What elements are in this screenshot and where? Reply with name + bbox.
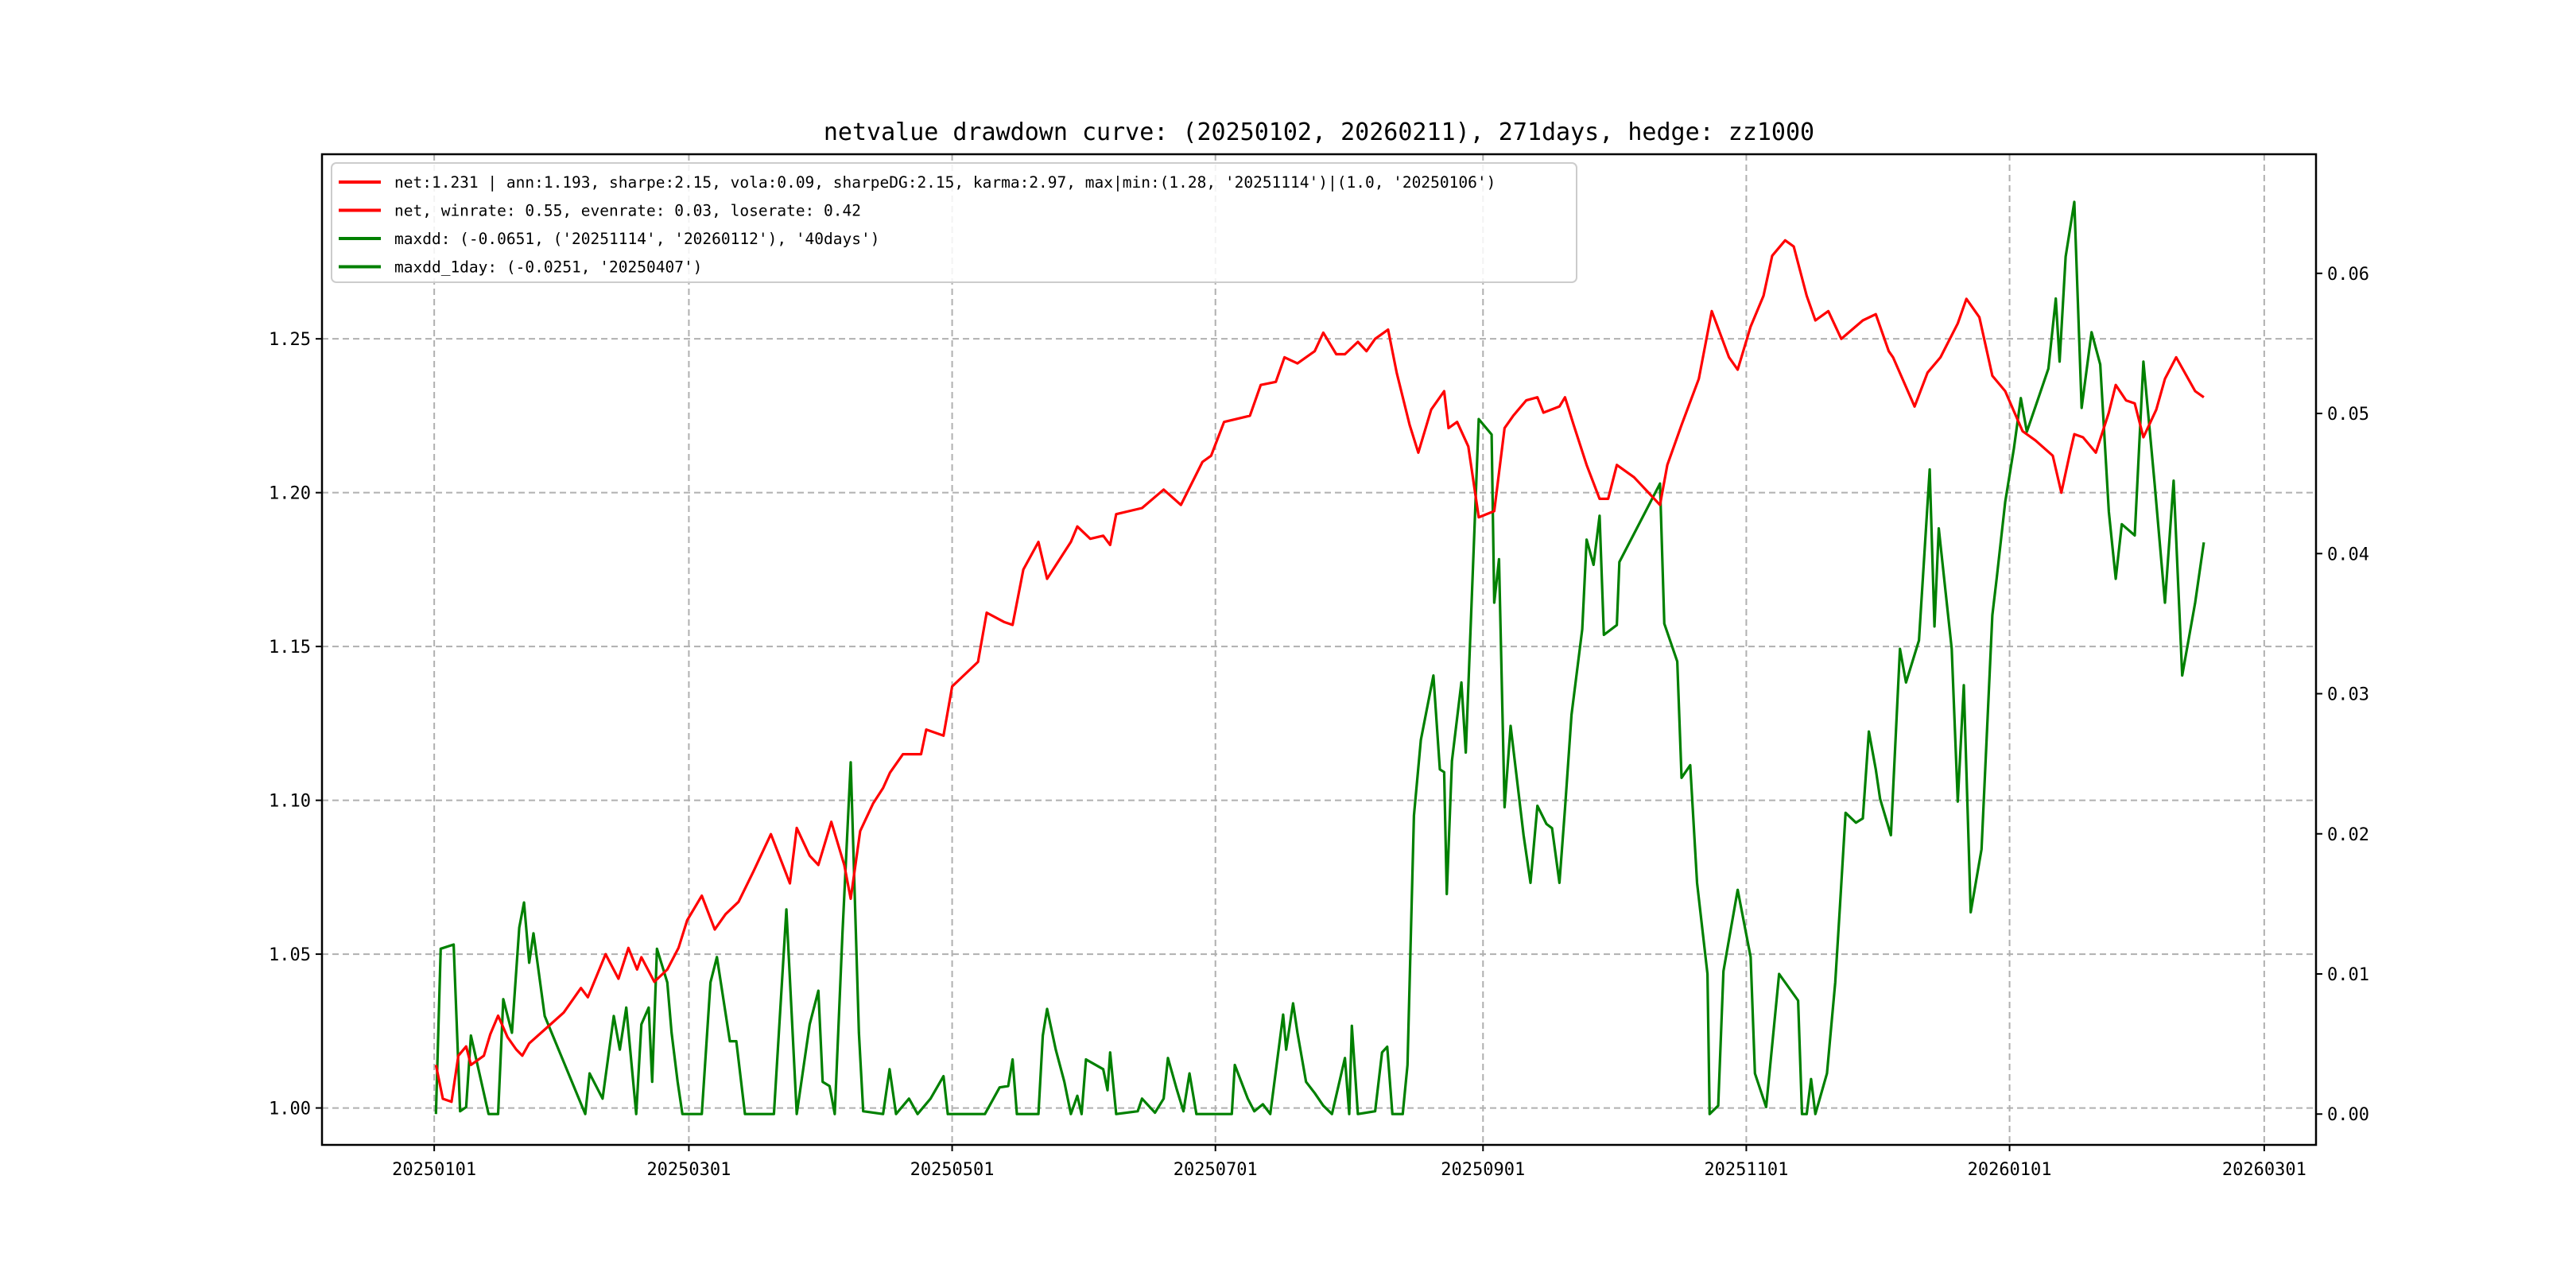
x-tick-label: 20250501: [910, 1160, 995, 1180]
x-tick-label: 20260301: [2222, 1160, 2306, 1180]
x-tick-label: 20250301: [646, 1160, 731, 1180]
x-tick-label: 20251101: [1704, 1160, 1788, 1180]
y-right-tick-label: 0.04: [2327, 545, 2369, 564]
legend-label: maxdd_1day: (-0.0251, '20250407'): [394, 258, 702, 277]
y-right-tick-label: 0.05: [2327, 405, 2369, 425]
y-left-tick-label: 1.20: [269, 484, 311, 504]
y-left-tick-label: 1.25: [269, 330, 311, 350]
grid-lines: [322, 154, 2316, 1145]
x-tick-label: 20260101: [1968, 1160, 2052, 1180]
legend-box: [331, 162, 1577, 283]
y-right-tick-label: 0.03: [2327, 685, 2369, 705]
y-right-tick-label: 0.02: [2327, 825, 2369, 845]
series-line-net: [434, 239, 2205, 1104]
y-left-tick-label: 1.15: [269, 638, 311, 658]
x-tick-label: 20250901: [1441, 1160, 1525, 1180]
x-tick-label: 20250101: [392, 1160, 476, 1180]
y-right-tick-label: 0.06: [2327, 265, 2369, 285]
legend-label: net:1.231 | ann:1.193, sharpe:2.15, vola…: [394, 173, 1496, 192]
y-left-tick-label: 1.05: [269, 945, 311, 965]
x-tick-label: 20250701: [1174, 1160, 1258, 1180]
y-left-tick-label: 1.00: [269, 1100, 311, 1119]
axes-group: 20250101 20250301 20250501 20250701 20250901…: [269, 265, 2369, 1180]
y-right-tick-label: 0.01: [2327, 965, 2369, 985]
y-left-tick-label: 1.10: [269, 792, 311, 812]
series-group: [434, 200, 2206, 1115]
legend: net:1.231 | ann:1.193, sharpe:2.15, vola…: [331, 162, 1577, 283]
legend-label: net, winrate: 0.55, evenrate: 0.03, lose…: [394, 202, 861, 220]
legend-label: maxdd: (-0.0651, ('20251114', '20260112'…: [394, 230, 879, 248]
plot-frame: [320, 153, 2318, 1146]
series-line-maxdd: [434, 200, 2206, 1115]
chart-title: netvalue drawdown curve: (20250102, 2026…: [824, 118, 1814, 146]
y-right-tick-label: 0.00: [2327, 1105, 2369, 1125]
